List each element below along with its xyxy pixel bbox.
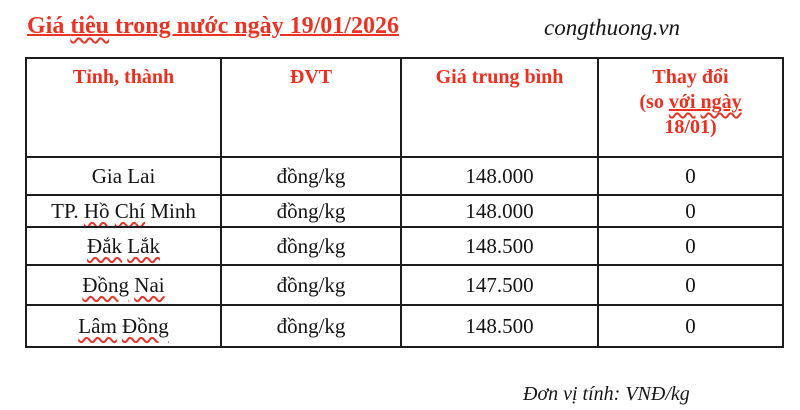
table-row: Đồng Nai đồng/kg 147.500 0 — [25, 264, 784, 306]
cell-average-price: 148.000 — [400, 156, 599, 196]
squiggled-word: ngày — [700, 91, 742, 113]
cell-province: Đồng Nai — [25, 264, 222, 306]
squiggled-word: Chí — [114, 198, 146, 223]
cell-province: Gia Lai — [25, 156, 222, 196]
squiggled-word: Hồ — [83, 198, 110, 223]
table-row: Đắk Lắk đồng/kg 148.500 0 — [25, 226, 784, 266]
cell-average-price: 148.500 — [400, 304, 599, 348]
cell-change: 0 — [597, 156, 784, 196]
col-header-change: Thay đổi (so với ngày 18/01) — [597, 57, 784, 158]
col-header-province: Tỉnh, thành — [25, 57, 222, 158]
price-table: Tỉnh, thành ĐVT Giá trung bình Thay đổi(… — [25, 57, 784, 348]
cell-unit: đồng/kg — [220, 226, 402, 266]
table-header-row: Tỉnh, thành ĐVT Giá trung bình Thay đổi(… — [25, 57, 784, 158]
squiggled-word: Đắk — [87, 233, 123, 258]
table-row: Lâm Đồng đồng/kg 148.500 0 — [25, 304, 784, 348]
squiggled-word: với — [668, 91, 696, 113]
page-title: Giá tiêu trong nước ngày 19/01/2026 — [27, 13, 399, 40]
cell-average-price: 147.500 — [400, 264, 599, 306]
cell-unit: đồng/kg — [220, 194, 402, 228]
squiggled-word: Đồng — [82, 272, 130, 297]
cell-change: 0 — [597, 304, 784, 348]
squiggled-word: Lâm — [78, 313, 117, 338]
cell-unit: đồng/kg — [220, 156, 402, 196]
page-title-text: Giá tiêu trong nước ngày 19/01/2026 — [27, 13, 399, 39]
squiggled-word: tiêu — [70, 13, 110, 39]
cell-unit: đồng/kg — [220, 264, 402, 306]
cell-average-price: 148.000 — [400, 194, 599, 228]
cell-change: 0 — [597, 194, 784, 228]
table-body: Gia Lai đồng/kg 148.000 0 TP. Hồ Chí Minh đồn… — [25, 156, 784, 348]
cell-unit: đồng/kg — [220, 304, 402, 348]
table-row: Gia Lai đồng/kg 148.000 0 — [25, 156, 784, 196]
squiggled-word: Đồng — [122, 313, 169, 338]
squiggled-word: Nai — [134, 272, 165, 297]
underlined-text: với — [669, 91, 696, 113]
squiggled-word: Lắk — [127, 233, 160, 258]
cell-change: 0 — [597, 264, 784, 306]
cell-average-price: 148.500 — [400, 226, 599, 266]
cell-change: 0 — [597, 226, 784, 266]
site-name: congthuong.vn — [544, 15, 681, 40]
col-header-unit: ĐVT — [220, 57, 402, 158]
cell-province: Đắk Lắk — [25, 226, 222, 266]
unit-note: Đơn vị tính: VNĐ/kg — [523, 383, 690, 405]
table-row: TP. Hồ Chí Minh đồng/kg 148.000 0 — [25, 194, 784, 228]
cell-province: Lâm Đồng — [25, 304, 222, 348]
underlined-text: ngày — [700, 91, 741, 113]
col-header-average-price: Giá trung bình — [400, 57, 599, 158]
cell-province: TP. Hồ Chí Minh — [25, 194, 222, 228]
